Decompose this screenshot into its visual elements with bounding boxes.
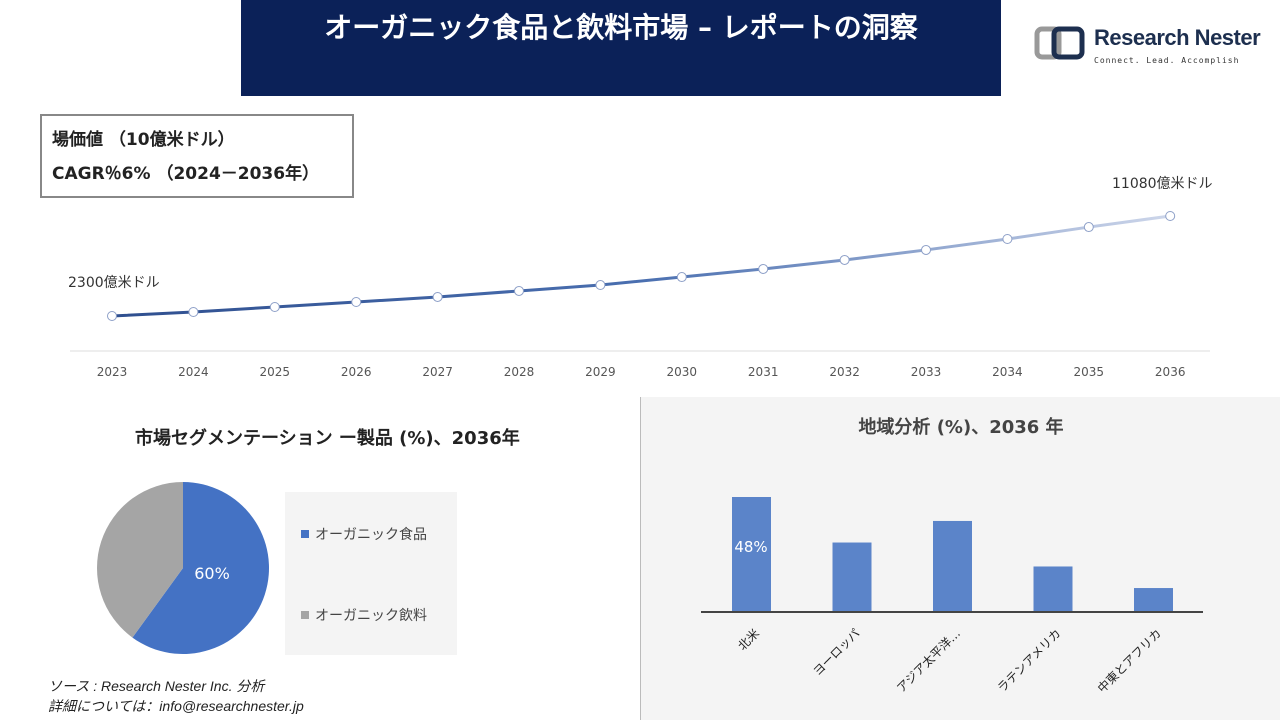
line-chart: 2023 2024 2025 2026 2027 2028 2029 2030 2031 2032… (68, 176, 1213, 379)
data-point (188, 307, 199, 318)
data-point (1165, 211, 1176, 221)
logo-name: Research Nester (1094, 25, 1261, 50)
kpi-line-1: 場価値 （10億米ドル） (52, 130, 235, 150)
x-tick-label: 2032 (829, 365, 860, 379)
bar (933, 520, 972, 612)
kpi-line-2: CAGR％6% （2024－2036年） (52, 164, 320, 184)
pie-chart: 60% (97, 481, 270, 654)
x-tick-label: 2025 (260, 365, 291, 379)
x-tick-label: 2034 (992, 365, 1023, 379)
x-tick-label: ラテンアメリカ (995, 626, 1064, 695)
x-tick-label: アジア太平洋… (893, 626, 963, 696)
x-tick-label: 2036 (1155, 365, 1186, 379)
start-annotation: 2300億米ドル (68, 275, 160, 291)
data-point (432, 291, 443, 302)
data-point (921, 244, 931, 255)
data-point (514, 285, 524, 296)
legend-item: オーガニック飲料 (301, 605, 427, 625)
x-tick-label: 2029 (585, 365, 616, 379)
pie-slice (132, 482, 270, 654)
x-tick-label: 2024 (178, 365, 209, 379)
pie-title: 市場セグメンテーション ー製品 (%)、2036年 (135, 428, 520, 449)
logo-tagline: Connect. Lead. Accomplish (1094, 56, 1240, 65)
legend-label: オーガニック食品 (315, 527, 427, 543)
data-point (595, 280, 606, 291)
data-point (351, 296, 362, 307)
data-point (1083, 222, 1094, 233)
pie-slice (97, 481, 183, 638)
source-note: ソース : Research Nester Inc. 分析 詳細については：in… (48, 676, 304, 716)
x-tick-label: 2030 (667, 365, 698, 379)
legend-swatch (301, 530, 309, 538)
series-line (111, 214, 1171, 318)
data-point (839, 254, 850, 265)
data-point (269, 302, 280, 313)
pie-legend: オーガニック食品 オーガニック飲料 (285, 492, 457, 655)
legend-item: オーガニック食品 (301, 524, 427, 544)
x-tick-label: 中東とアフリカ (1094, 626, 1164, 696)
legend-swatch (301, 611, 309, 619)
x-tick-label: 2033 (911, 365, 942, 379)
x-tick-label: 北米 (735, 626, 762, 653)
bar-chart: 北米 ヨーロッパ アジア太平洋… ラテンアメリカ 中東とアフリカ 48% (701, 497, 1203, 696)
bar (1134, 588, 1173, 612)
x-tick-label: 2023 (97, 365, 128, 379)
x-tick-label: 2031 (748, 365, 779, 379)
logo: Research Nester Connect. Lead. Accomplis… (1034, 26, 1264, 70)
x-tick-label: ヨーロッパ (810, 626, 862, 678)
data-point (107, 311, 117, 321)
x-tick-label: 2027 (422, 365, 453, 379)
contact-line: 詳細については：info@researchnester.jp (48, 698, 304, 714)
x-tick-label: 2026 (341, 365, 372, 379)
pie-data-label: 60% (194, 564, 230, 583)
data-point (1002, 234, 1013, 245)
bar (1033, 566, 1073, 612)
bar-title: 地域分析 (%)、2036 年 (858, 417, 1064, 438)
bar (732, 497, 771, 612)
legend-label: オーガニック飲料 (315, 608, 427, 624)
kpi-box: 場価値 （10億米ドル） CAGR％6% （2024－2036年） (40, 114, 354, 198)
logo-icon (1034, 26, 1085, 60)
data-point (676, 272, 687, 283)
x-tick-label: 2028 (504, 365, 535, 379)
source-line: ソース : Research Nester Inc. 分析 (48, 678, 265, 694)
bar-data-label: 48% (734, 538, 767, 556)
x-tick-label: 2035 (1074, 365, 1105, 379)
end-annotation: 11080億米ドル (1112, 176, 1213, 192)
region-panel: 地域分析 (%)、2036 年 北米 ヨーロッパ アジア太平洋… ラテンアメリカ 中東と… (640, 397, 1280, 720)
data-point (758, 263, 769, 274)
bar (832, 542, 872, 612)
page-title: オーガニック食品と飲料市場 – レポートの洞察 (241, 0, 1001, 96)
